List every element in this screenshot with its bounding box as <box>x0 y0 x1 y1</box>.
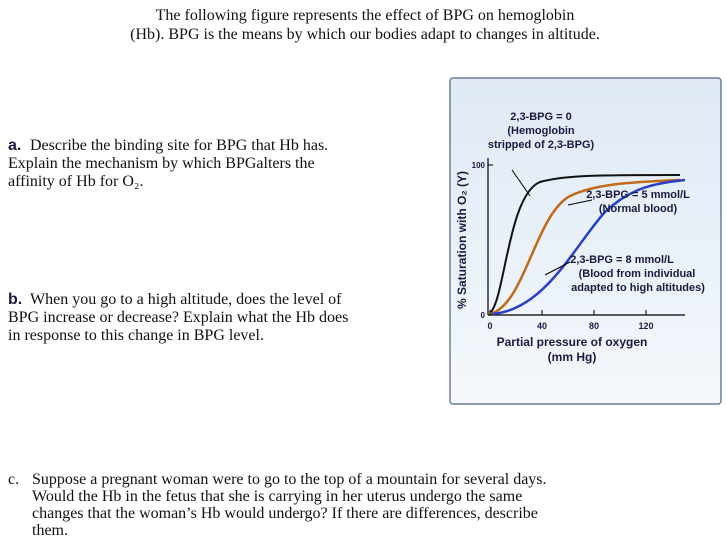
question-line: Describe the binding site for BPG that H… <box>30 137 328 154</box>
annotation: (Blood from individual <box>579 268 696 280</box>
y-tick-label: 0 <box>481 311 486 320</box>
x-tick-label: 120 <box>638 321 653 331</box>
question-line: Suppose a pregnant woman were to go to t… <box>32 471 547 488</box>
curve-bpg-8 <box>491 178 686 316</box>
question-line: Would the Hb in the fetus that she is ca… <box>32 488 522 505</box>
header-line: The following figure represents the effe… <box>156 7 575 24</box>
curve-bpg-0 <box>489 174 681 314</box>
pointer <box>567 199 593 206</box>
figure-frame <box>449 77 722 405</box>
annotation: adapted to high altitudes) <box>571 282 705 294</box>
pointer <box>544 261 571 276</box>
pointer <box>511 169 531 197</box>
question-line: Explain the mechanism by which BPGalters… <box>8 155 315 172</box>
figure: % Saturation with O₂ (Y) Partial pressur… <box>449 77 722 405</box>
y-tick-label: 100 <box>472 161 486 170</box>
annotation: stripped of 2,3-BPG) <box>488 139 595 151</box>
question-line: affinity of Hb for O₂. <box>8 173 143 190</box>
question-label: c. <box>8 471 19 488</box>
x-tick-label: 0 <box>487 321 492 331</box>
question-label: b. <box>8 291 22 308</box>
x-tick-label: 40 <box>537 321 547 331</box>
header-line: (Hb). BPG is the means by which our bodi… <box>130 26 600 43</box>
x-axis-label: (mm Hg) <box>548 350 597 364</box>
annotation: (Hemoglobin <box>507 125 574 137</box>
x-axis-label: Partial pressure of oxygen <box>497 335 648 349</box>
question-label: a. <box>8 137 21 154</box>
question-line: changes that the woman’s Hb would underg… <box>32 505 538 522</box>
curve-bpg-5 <box>489 178 681 316</box>
question-line: When you go to a high altitude, does the… <box>30 291 342 308</box>
x-tick-label: 80 <box>589 321 599 331</box>
annotation: (Normal blood) <box>599 203 678 215</box>
annotation: 2,3-BPG = 0 <box>510 111 571 123</box>
question-line: them. <box>32 522 68 539</box>
annotation: 2,3-BPG = 8 mmol/L <box>570 254 674 266</box>
question-line: BPG increase or decrease? Explain what t… <box>8 309 348 326</box>
question-line: in response to this change in BPG level. <box>8 327 264 344</box>
y-axis-label: % Saturation with O₂ (Y) <box>455 171 469 309</box>
annotation: 2,3-BPG = 5 mmol/L <box>586 189 690 201</box>
